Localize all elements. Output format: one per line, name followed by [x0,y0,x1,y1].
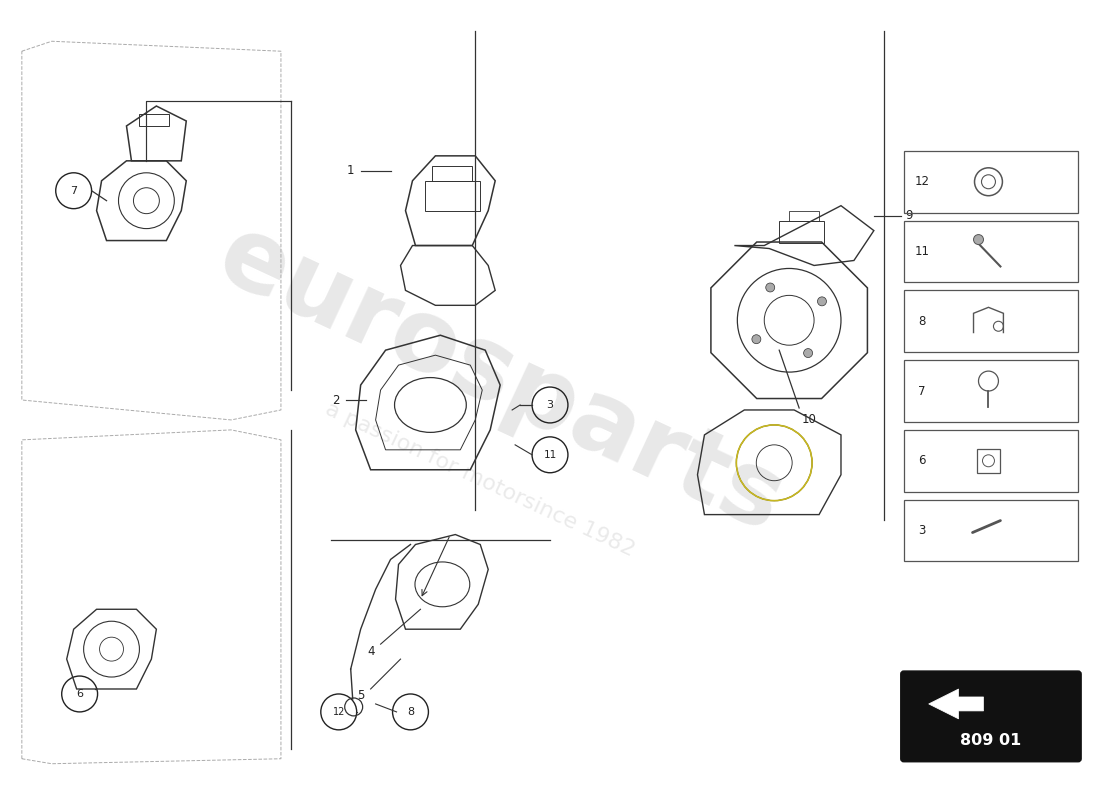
Text: 6: 6 [76,689,84,699]
Text: 809 01: 809 01 [960,734,1022,748]
FancyBboxPatch shape [901,671,1081,762]
Text: 3: 3 [918,524,925,537]
Text: 7: 7 [918,385,925,398]
Text: 11: 11 [543,450,557,460]
Bar [426,181,481,210]
Text: 11: 11 [914,245,929,258]
Text: 4: 4 [367,645,374,658]
Text: 9: 9 [905,209,913,222]
Text: 8: 8 [407,707,414,717]
Circle shape [752,334,761,344]
Circle shape [817,297,826,306]
Text: 8: 8 [918,314,925,328]
Text: 2: 2 [332,394,340,406]
Text: 7: 7 [70,186,77,196]
Text: 1: 1 [346,164,354,178]
Polygon shape [928,689,983,719]
Circle shape [974,234,983,245]
Bar [432,166,472,181]
Text: 10: 10 [802,414,816,426]
Bar [789,210,820,221]
Bar [140,114,169,126]
Text: 12: 12 [332,707,345,717]
Circle shape [804,349,813,358]
Text: 3: 3 [547,400,553,410]
Bar [779,221,824,242]
Circle shape [766,283,774,292]
Text: 6: 6 [918,454,925,467]
Text: eurosparts: eurosparts [202,206,799,554]
Text: 12: 12 [914,175,929,188]
Text: 5: 5 [358,690,364,702]
Text: a passion for motorsince 1982: a passion for motorsince 1982 [322,399,638,561]
